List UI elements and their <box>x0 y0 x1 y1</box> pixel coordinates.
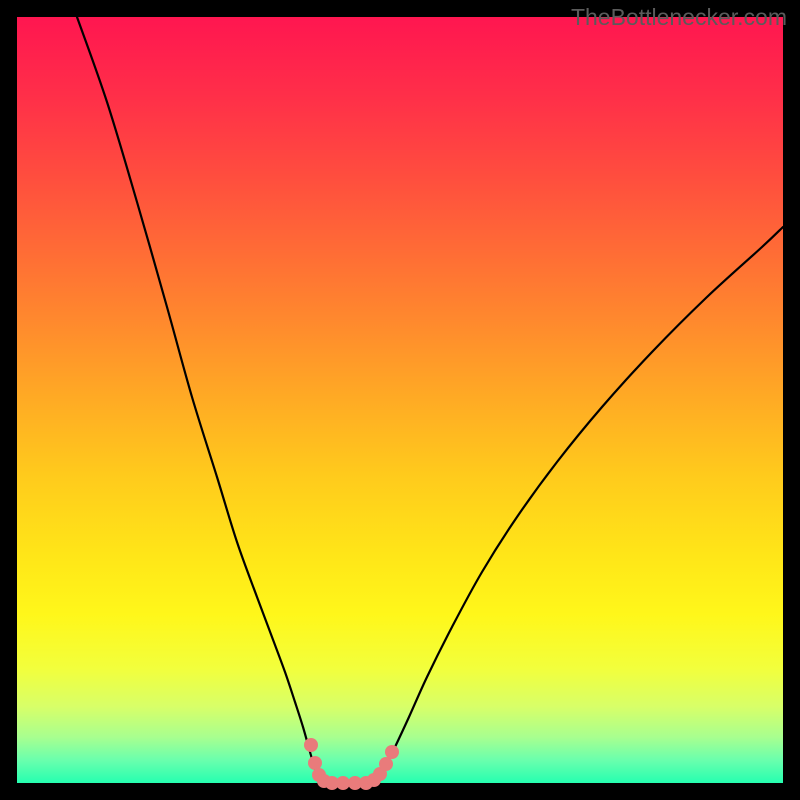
trough-marker <box>304 738 318 752</box>
trough-marker <box>379 757 393 771</box>
chart-frame: TheBottlenecker.com <box>0 0 800 800</box>
trough-marker <box>336 776 350 790</box>
plot-area <box>17 17 783 783</box>
trough-marker <box>308 756 322 770</box>
bottleneck-curve <box>77 17 783 783</box>
trough-marker-group <box>304 738 399 790</box>
chart-svg <box>17 17 783 783</box>
watermark-text: TheBottlenecker.com <box>571 4 787 31</box>
trough-marker <box>385 745 399 759</box>
